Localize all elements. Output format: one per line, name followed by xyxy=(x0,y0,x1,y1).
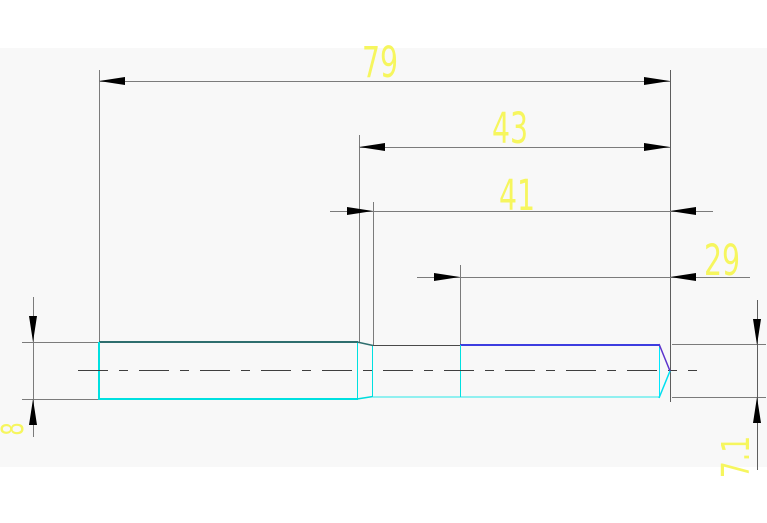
dim-7_1-extension-top[interactable] xyxy=(672,344,766,345)
dim-29-label[interactable]: 29 xyxy=(703,236,741,286)
dim-7_1-label[interactable]: 7.1 xyxy=(714,435,758,479)
shaft-small-section-bottom-edge[interactable] xyxy=(373,396,659,398)
dim-43-extension-left[interactable] xyxy=(359,135,360,342)
dim-7_1-arrowhead-top xyxy=(753,319,761,345)
shaft-thread-start-line[interactable] xyxy=(460,345,461,397)
dim-79-label[interactable]: 79 xyxy=(361,38,399,88)
shaft-chamfer-base-line[interactable] xyxy=(659,344,660,398)
dim-8-line[interactable] xyxy=(33,297,34,437)
shaft-large-section-bottom-edge[interactable] xyxy=(98,398,358,400)
dim-8-label[interactable]: 8 xyxy=(0,415,31,443)
dim-79-line[interactable] xyxy=(99,81,670,82)
dim-43-arrowhead-left xyxy=(359,143,385,151)
dim-7_1-line[interactable] xyxy=(757,300,758,470)
dim-7_1-arrowhead-bottom xyxy=(753,397,761,423)
dim-41-arrowhead-left xyxy=(347,207,373,215)
dim-8-arrowhead-top xyxy=(29,316,37,342)
dim-41-label[interactable]: 41 xyxy=(498,171,536,221)
dim-79-extension-left[interactable] xyxy=(99,70,100,342)
shaft-centerline[interactable] xyxy=(78,370,697,371)
dim-29-extension-left[interactable] xyxy=(460,265,461,345)
dim-29-line[interactable] xyxy=(417,277,750,278)
dim-right-extension-common[interactable] xyxy=(670,70,671,402)
dim-41-line[interactable] xyxy=(330,211,713,212)
dim-7_1-extension-bottom[interactable] xyxy=(672,397,766,398)
shaft-step-edge-small[interactable] xyxy=(372,345,373,397)
dim-8-arrowhead-bottom xyxy=(29,399,37,425)
dim-79-arrowhead-right xyxy=(644,77,670,85)
dim-43-label[interactable]: 43 xyxy=(491,104,529,154)
shaft-large-section-top-edge[interactable] xyxy=(99,341,358,343)
dim-41-extension-left[interactable] xyxy=(373,202,374,345)
dim-79-arrowhead-left xyxy=(99,77,125,85)
dim-8-extension-bottom[interactable] xyxy=(22,399,103,400)
shaft-small-section-top-edge[interactable] xyxy=(373,345,460,346)
dim-8-extension-top[interactable] xyxy=(22,342,103,343)
dim-29-arrowhead-left xyxy=(434,273,460,281)
dim-43-arrowhead-right xyxy=(644,143,670,151)
shaft-thread-top-edge-blue[interactable] xyxy=(460,344,659,346)
dim-43-line[interactable] xyxy=(359,147,670,148)
drawing-canvas xyxy=(0,48,767,467)
dim-29-arrowhead-right xyxy=(670,273,696,281)
dim-41-arrowhead-right xyxy=(670,207,696,215)
